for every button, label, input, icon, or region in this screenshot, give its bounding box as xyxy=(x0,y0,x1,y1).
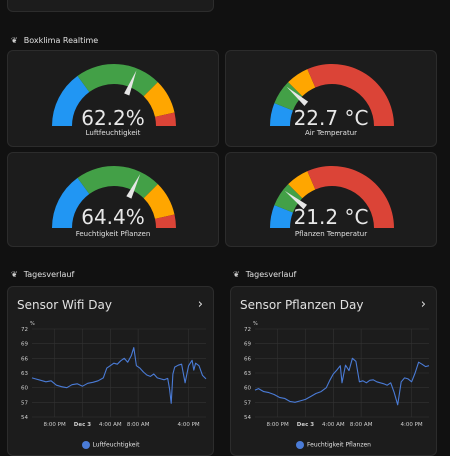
y-tick-label: 60 xyxy=(244,386,251,392)
gauge-value: 62.2% xyxy=(81,106,145,130)
cannabis-leaf-icon: ❦ xyxy=(11,36,18,45)
gauge-svg xyxy=(52,64,176,126)
gauge-segment xyxy=(77,166,158,199)
series-line xyxy=(31,347,207,404)
legend-item[interactable]: Luftfeuchtigkeit xyxy=(8,441,213,449)
graph-title: Sensor Pflanzen Day xyxy=(240,298,364,312)
gauge-label: Luftfeuchtigkeit xyxy=(85,129,141,137)
gauge-value: 64.4% xyxy=(81,205,145,229)
gauge-segment xyxy=(143,184,175,219)
legend-dot xyxy=(81,441,90,449)
gauge-segment xyxy=(307,166,394,228)
y-tick-label: 72 xyxy=(21,327,28,333)
x-tick-label: 4:00 PM xyxy=(178,422,200,428)
gauge-needle xyxy=(286,86,309,106)
graph-svg: % 54 57 60 63 66 69 72 8:00 PM Dec 3 4:00 AM 8:00 A… xyxy=(244,321,430,428)
gauge-segment xyxy=(52,177,90,228)
section-title-tagesverlauf-1: ❦ Tagesverlauf xyxy=(11,270,74,279)
y-tick-label: 66 xyxy=(21,356,28,362)
gauge-card[interactable]: 62.2% Luftfeuchtigkeit xyxy=(7,50,219,147)
y-tick-label: 69 xyxy=(21,342,28,348)
y-tick-label: 57 xyxy=(244,400,251,406)
y-tick-label: 54 xyxy=(244,415,251,421)
gauge-segment xyxy=(288,69,316,97)
y-tick-label: 66 xyxy=(244,356,251,362)
x-tick-label: 4:00 AM xyxy=(99,422,122,428)
gauge-segment xyxy=(77,64,158,97)
gauge-segment xyxy=(143,82,175,117)
gauge-card[interactable]: 22.7 °C Air Temperatur xyxy=(225,50,437,147)
gauge-segment xyxy=(270,205,293,228)
y-tick-label: 69 xyxy=(244,342,251,348)
graph-title: Sensor Wifi Day xyxy=(17,298,112,312)
gauge-segment xyxy=(307,64,394,126)
gauge-card[interactable]: 21.2 °C Pflanzen Temperatur xyxy=(225,152,437,247)
y-tick-label: 60 xyxy=(21,386,28,392)
gauge-svg xyxy=(52,166,176,228)
gauge-segment xyxy=(154,214,176,228)
y-tick-label: 57 xyxy=(21,400,28,406)
gauge-needle xyxy=(124,70,137,96)
cannabis-leaf-icon: ❦ xyxy=(233,270,240,279)
cannabis-leaf-icon: ❦ xyxy=(11,270,18,279)
gauge-label: Air Temperatur xyxy=(304,129,358,137)
y-tick-label: 63 xyxy=(21,371,28,377)
x-tick-label: Dec 3 xyxy=(297,422,314,428)
legend-label: Feuchtigkeit Pflanzen xyxy=(307,441,371,449)
y-unit-label: % xyxy=(30,321,35,327)
gauge-segment xyxy=(274,82,303,111)
y-tick-label: 63 xyxy=(244,371,251,377)
x-tick-label: Dec 3 xyxy=(74,422,91,428)
y-tick-label: 72 xyxy=(244,327,251,333)
legend-item[interactable]: Feuchtigkeit Pflanzen xyxy=(231,441,436,449)
x-tick-label: 4:00 PM xyxy=(401,422,423,428)
top-card: Ms xyxy=(7,0,214,12)
chevron-right-icon[interactable]: › xyxy=(420,297,426,312)
series-line xyxy=(254,357,430,406)
gauge-value: 22.7 °C xyxy=(293,106,369,130)
history-graph-card[interactable]: Sensor Pflanzen Day › % 54 57 60 63 66 69 72 8:0… xyxy=(230,286,437,456)
gauge-svg xyxy=(270,166,394,228)
history-graph-card[interactable]: Sensor Wifi Day › % 54 57 60 63 66 69 72 8:00 PM… xyxy=(7,286,214,456)
gauge-svg xyxy=(270,64,394,126)
section-title-realtime: ❦ Boxklima Realtime xyxy=(11,36,98,45)
section-title-tagesverlauf-label: Tagesverlauf xyxy=(245,270,297,279)
legend-dot xyxy=(296,441,305,449)
x-tick-label: 8:00 AM xyxy=(350,422,373,428)
graph-svg: % 54 57 60 63 66 69 72 8:00 PM Dec 3 4:00 AM 8:00 A… xyxy=(21,321,207,428)
gauge-card[interactable]: 64.4% Feuchtigkeit Pflanzen xyxy=(7,152,219,247)
gauge-segment xyxy=(52,75,90,126)
gauge-segment xyxy=(270,103,293,126)
gauge-segment xyxy=(274,184,303,213)
x-tick-label: 8:00 AM xyxy=(127,422,150,428)
x-tick-label: 4:00 AM xyxy=(322,422,345,428)
gauge-label: Feuchtigkeit Pflanzen xyxy=(75,230,151,238)
gauge-segment xyxy=(288,171,316,199)
section-title-tagesverlauf-2: ❦ Tagesverlauf xyxy=(233,270,296,279)
x-tick-label: 8:00 PM xyxy=(267,422,289,428)
gauge-segment xyxy=(154,112,176,126)
section-title-realtime-label: Boxklima Realtime xyxy=(23,36,99,45)
section-title-tagesverlauf-label: Tagesverlauf xyxy=(23,270,75,279)
y-unit-label: % xyxy=(253,321,258,327)
legend-label: Luftfeuchtigkeit xyxy=(92,441,140,449)
x-tick-label: 8:00 PM xyxy=(44,422,66,428)
gauge-needle xyxy=(284,190,307,210)
y-tick-label: 54 xyxy=(21,415,28,421)
gauge-needle xyxy=(126,174,141,199)
gauge-value: 21.2 °C xyxy=(293,205,369,229)
gauge-label: Pflanzen Temperatur xyxy=(294,230,368,238)
chevron-right-icon[interactable]: › xyxy=(197,297,203,312)
